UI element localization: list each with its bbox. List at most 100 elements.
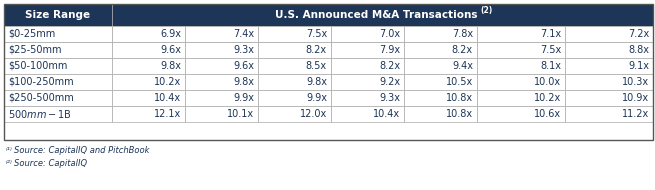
Text: YTD Sep-20: YTD Sep-20 bbox=[489, 30, 553, 40]
Bar bbox=[404, 106, 477, 122]
Bar bbox=[4, 58, 112, 74]
Text: 11.2x: 11.2x bbox=[622, 109, 649, 119]
Bar bbox=[477, 90, 565, 106]
Bar bbox=[4, 90, 112, 106]
Text: 10.8x: 10.8x bbox=[446, 93, 473, 103]
Bar bbox=[185, 90, 258, 106]
Bar bbox=[331, 74, 404, 90]
Bar bbox=[477, 26, 565, 42]
Bar bbox=[565, 106, 653, 122]
Bar bbox=[185, 74, 258, 90]
Bar bbox=[185, 58, 258, 74]
Text: 9.3x: 9.3x bbox=[379, 93, 400, 103]
Bar bbox=[331, 106, 404, 122]
Text: ⁽¹⁾: ⁽¹⁾ bbox=[6, 146, 12, 155]
Text: 12.0x: 12.0x bbox=[300, 109, 327, 119]
Bar bbox=[4, 26, 112, 42]
Text: 7.9x: 7.9x bbox=[379, 45, 400, 55]
Text: U.S. Announced M&A Transactions: U.S. Announced M&A Transactions bbox=[275, 10, 477, 20]
Bar bbox=[4, 42, 112, 58]
Text: YTD Sep-21: YTD Sep-21 bbox=[577, 30, 641, 40]
Bar bbox=[4, 74, 112, 90]
Bar bbox=[331, 58, 404, 74]
Text: 8.2x: 8.2x bbox=[452, 45, 473, 55]
Text: 7.4x: 7.4x bbox=[233, 29, 254, 39]
Text: 2020: 2020 bbox=[354, 30, 381, 40]
Bar bbox=[404, 26, 477, 42]
Text: 8.2x: 8.2x bbox=[306, 45, 327, 55]
Text: 2017: 2017 bbox=[135, 30, 162, 40]
Text: Source: CapitalIQ: Source: CapitalIQ bbox=[14, 159, 87, 168]
Text: 2021: 2021 bbox=[427, 30, 454, 40]
Bar bbox=[477, 58, 565, 74]
Text: 8.2x: 8.2x bbox=[379, 61, 400, 71]
Bar bbox=[331, 26, 404, 44]
Text: 6.9x: 6.9x bbox=[160, 29, 181, 39]
Text: 9.4x: 9.4x bbox=[452, 61, 473, 71]
Bar bbox=[112, 74, 185, 90]
Text: 9.8x: 9.8x bbox=[306, 77, 327, 87]
Bar bbox=[477, 42, 565, 58]
Text: $500mm-$1B: $500mm-$1B bbox=[8, 108, 72, 120]
Bar bbox=[258, 26, 331, 42]
Bar bbox=[565, 74, 653, 90]
Bar bbox=[258, 74, 331, 90]
Text: 9.3x: 9.3x bbox=[233, 45, 254, 55]
Bar bbox=[477, 74, 565, 90]
Bar bbox=[112, 4, 653, 26]
Bar bbox=[4, 26, 112, 44]
Bar bbox=[477, 106, 565, 122]
Bar bbox=[477, 26, 565, 44]
Text: 10.4x: 10.4x bbox=[373, 109, 400, 119]
Text: 10.4x: 10.4x bbox=[154, 93, 181, 103]
Bar bbox=[565, 58, 653, 74]
Bar bbox=[112, 42, 185, 58]
Text: (2): (2) bbox=[480, 6, 493, 16]
Text: 7.1x: 7.1x bbox=[540, 29, 561, 39]
Text: ⁽²⁾: ⁽²⁾ bbox=[6, 159, 12, 168]
Text: 8.8x: 8.8x bbox=[628, 45, 649, 55]
Text: 9.9x: 9.9x bbox=[306, 93, 327, 103]
Text: $25-50mm: $25-50mm bbox=[8, 45, 62, 55]
Bar bbox=[112, 106, 185, 122]
Bar bbox=[112, 26, 185, 44]
Bar bbox=[112, 90, 185, 106]
Text: 10.0x: 10.0x bbox=[534, 77, 561, 87]
Bar bbox=[112, 58, 185, 74]
Text: 10.2x: 10.2x bbox=[154, 77, 181, 87]
Text: 10.8x: 10.8x bbox=[446, 109, 473, 119]
Text: 10.5x: 10.5x bbox=[446, 77, 473, 87]
Text: 7.8x: 7.8x bbox=[452, 29, 473, 39]
Text: 7.5x: 7.5x bbox=[306, 29, 327, 39]
Text: 8.5x: 8.5x bbox=[306, 61, 327, 71]
Bar bbox=[112, 26, 185, 42]
Text: 9.8x: 9.8x bbox=[233, 77, 254, 87]
Bar bbox=[258, 58, 331, 74]
Bar bbox=[4, 106, 112, 122]
Bar bbox=[565, 26, 653, 44]
Text: 9.8x: 9.8x bbox=[160, 61, 181, 71]
Text: $0-25mm: $0-25mm bbox=[8, 29, 55, 39]
Text: 9.6x: 9.6x bbox=[160, 45, 181, 55]
Text: 9.6x: 9.6x bbox=[233, 61, 254, 71]
Text: 7.2x: 7.2x bbox=[627, 29, 649, 39]
Text: 10.9x: 10.9x bbox=[622, 93, 649, 103]
Text: 9.2x: 9.2x bbox=[379, 77, 400, 87]
Text: 10.3x: 10.3x bbox=[622, 77, 649, 87]
Bar bbox=[565, 26, 653, 42]
Text: 7.5x: 7.5x bbox=[540, 45, 561, 55]
Text: Source: CapitalIQ and PitchBook: Source: CapitalIQ and PitchBook bbox=[14, 146, 149, 155]
Bar bbox=[258, 26, 331, 44]
Bar bbox=[331, 26, 404, 42]
Bar bbox=[565, 90, 653, 106]
Text: Size Range: Size Range bbox=[26, 10, 90, 20]
Bar bbox=[258, 42, 331, 58]
Bar bbox=[404, 42, 477, 58]
Text: 9.1x: 9.1x bbox=[628, 61, 649, 71]
Bar bbox=[4, 4, 112, 26]
Text: 2019: 2019 bbox=[281, 30, 308, 40]
Bar bbox=[404, 26, 477, 44]
Text: $250-500mm: $250-500mm bbox=[8, 93, 74, 103]
Text: 10.6x: 10.6x bbox=[534, 109, 561, 119]
Bar bbox=[258, 106, 331, 122]
